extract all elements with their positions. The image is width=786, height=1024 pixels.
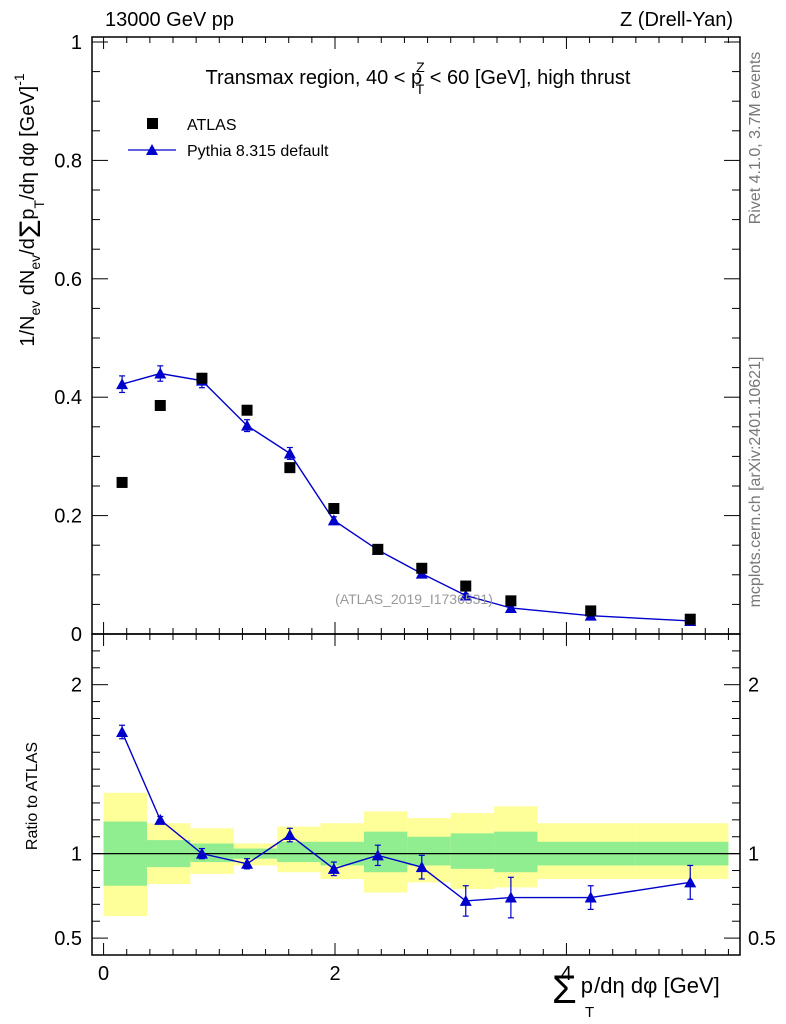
atlas-point [284,462,296,474]
xtick-label-0: 0 [98,963,109,985]
atlas-point [416,562,428,574]
ylabel-sup: -1 [11,73,27,86]
ratio-frame [91,633,741,956]
atlas-point [684,613,696,625]
ylabel-p: p [17,208,39,219]
main-ylabel: 1/Nev dNev/dΣpT/dη dφ [GeV]-1 [11,73,47,347]
band-stat-6 [363,831,408,873]
ratio-ytick-label-right-2: 2 [748,675,759,697]
main-ytick-label-3: 0.6 [54,269,82,291]
header-right: Z (Drell-Yan) [620,9,733,31]
main-ytick-label-0: 0 [71,624,82,646]
ratio-ytick-label-1: 1 [71,844,82,866]
band-stat-7 [407,836,451,866]
mc-point [241,419,254,431]
ylabel-part-4: /dη dφ [GeV] [17,86,39,200]
legend-atlas-marker [147,118,158,129]
atlas-point [241,404,253,416]
watermark: (ATLAS_2019_I1736531) [335,591,493,607]
legend-pythia-label: Pythia 8.315 default [187,143,329,160]
ylabel-part-2: dN [17,270,39,301]
band-stat-4 [277,841,321,863]
mc-point [154,367,167,379]
ratio-ytick-label-2: 2 [71,675,82,697]
xlabel-sub-t: T [585,1004,594,1021]
atlas-point [585,605,597,617]
mc-point [459,589,472,601]
ratio-point [371,849,384,861]
atlas-point [116,476,128,488]
ratio-point [415,861,428,873]
ratio-point [684,876,697,888]
legend-pythia-marker [146,144,158,155]
rivet-label: Rivet 4.1.0, 3.7M events [747,52,764,225]
ylabel-part-1: 1/N [17,316,39,347]
ylabel-part-3: /d [17,238,39,255]
title-sub-t: T [416,81,425,97]
main-ytick-label-4: 0.8 [54,150,82,172]
ratio-point [459,894,472,906]
xtick-label-1: 2 [329,963,340,985]
ratio-panel: 0 2 4 0.5 0.5 1 1 2 2 [54,633,776,985]
ratio-point [327,862,340,874]
mc-line [121,372,691,622]
ratio-ylabel: Ratio to ATLAS [24,742,41,850]
xlabel-rest: /dη dφ [GeV] [594,973,720,998]
ylabel-sub-ev-1: ev [27,301,43,316]
ylabel-sigma: Σ [14,220,47,239]
atlas-point [505,595,517,607]
ratio-ytick-label-0: 0.5 [54,928,82,950]
main-ytick-label-1: 0.2 [54,506,82,528]
xlabel-sigma: Σ [552,968,577,1012]
mcplots-label: mcplots.cern.ch [arXiv:2401.10621] [747,357,764,608]
xtick-label-2: 4 [561,963,572,985]
ratio-point [195,847,208,859]
header-left: 13000 GeV pp [105,9,234,31]
legend-atlas-label: ATLAS [187,117,237,134]
ratio-mc-line [121,731,691,902]
ratio-ytick-label-right-0: 0.5 [748,928,776,950]
band-stat-9 [494,831,538,873]
atlas-point [328,502,340,514]
main-ytick-label-2: 0.4 [54,387,82,409]
legend: ATLAS Pythia 8.315 default [128,117,329,160]
ylabel-sub-ev-2: ev [27,255,43,270]
ratio-point [241,857,254,869]
ratio-point [584,891,597,903]
atlas-point [154,399,166,411]
atlas-point [372,543,384,555]
mc-point [504,601,517,613]
mc-point [116,378,129,390]
xlabel-p: p [581,973,593,998]
mc-point [327,514,340,526]
title-sup-z: Z [416,59,425,75]
ratio-point [116,725,129,737]
band-stat-8 [450,833,495,869]
title-part-1: Transmax region, 40 < p [206,67,423,89]
ratio-point [283,829,296,841]
ylabel-sub-t: T [31,199,47,208]
ratio-point [504,891,517,903]
mc-point [283,447,296,459]
atlas-point [196,372,208,384]
main-ytick-label-5: 1 [71,32,82,54]
ratio-ytick-label-right-1: 1 [748,844,759,866]
title-part-2: < 60 [GeV], high thrust [424,67,631,89]
chart-title: Transmax region, 40 < pZ T < 60 [GeV], hi… [206,59,631,97]
atlas-point [460,580,472,592]
ratio-point [154,813,167,825]
